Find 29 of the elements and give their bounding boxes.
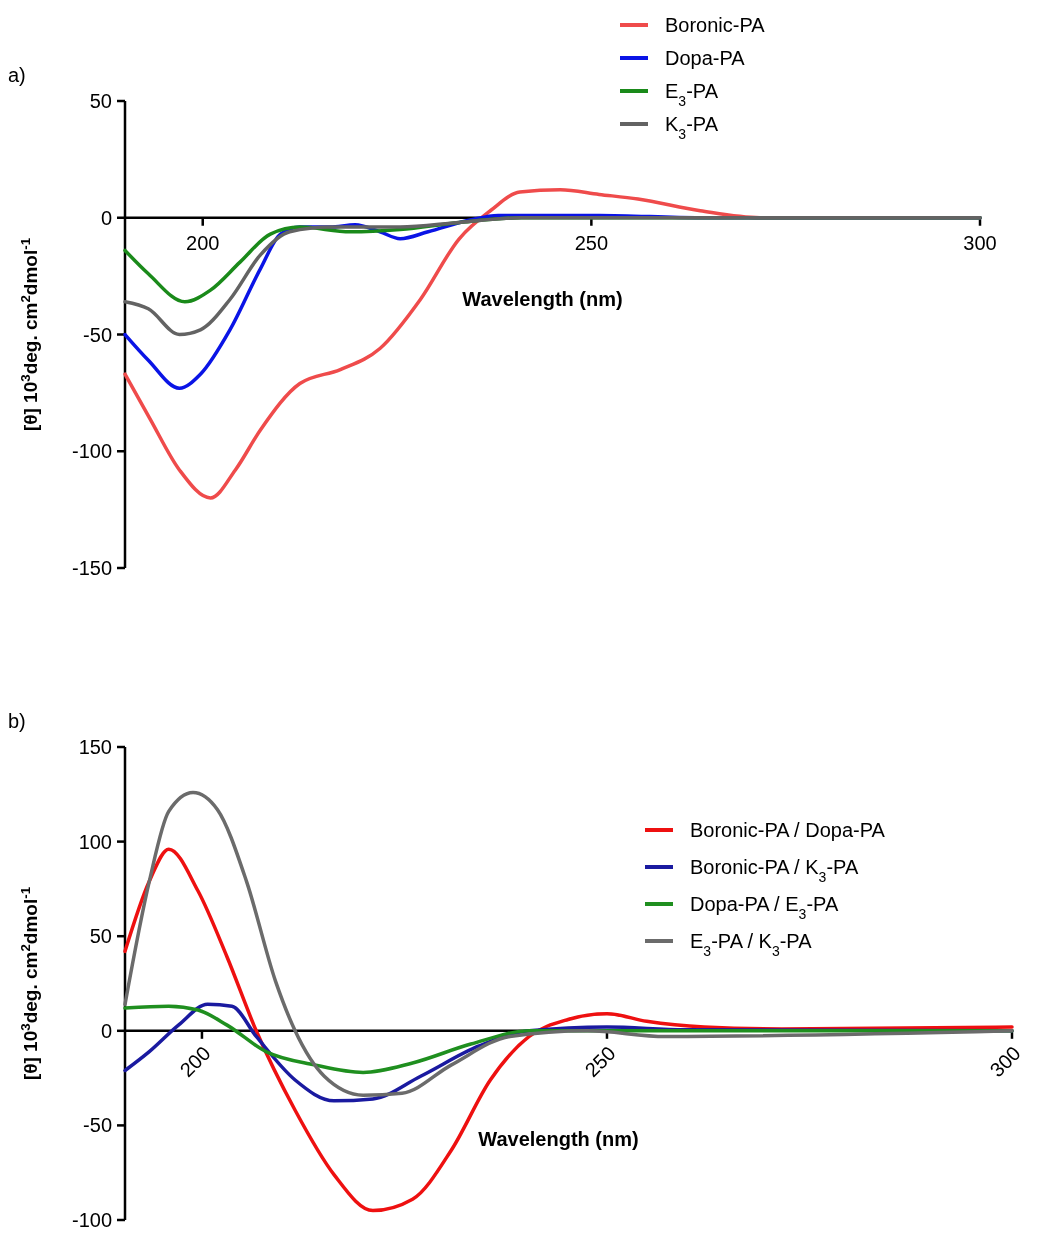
x-tick-label: 250	[574, 231, 609, 254]
legend-label: Boronic-PA	[665, 14, 766, 36]
legend-label: Boronic-PA / K$_{3}$-PA	[690, 856, 859, 885]
x-axis-title: Wavelength (nm)	[462, 287, 623, 310]
y-tick-label: -100	[71, 440, 112, 463]
y-tick-label: 0	[100, 206, 112, 229]
y-tick-label: -100	[71, 1209, 112, 1231]
legend-label: E$_{3}$-PA / K$_{3}$-PA	[690, 930, 813, 959]
chart-title: b)	[8, 710, 26, 732]
legend-label: E$_{3}$-PA	[665, 80, 719, 109]
legend-label: K$_{3}$-PA	[665, 113, 719, 142]
chart-title: a)	[8, 64, 26, 86]
y-tick-label: 50	[89, 90, 112, 112]
y-tick-label: 50	[89, 925, 112, 948]
y-tick-label: 100	[78, 830, 112, 853]
legend-label: Dopa-PA / E$_{3}$-PA	[690, 893, 839, 922]
x-tick-label: 250	[580, 1041, 620, 1082]
y-tick-label: -50	[83, 1114, 112, 1137]
x-axis-title: Wavelength (nm)	[478, 1127, 639, 1150]
x-tick-label: 300	[963, 231, 997, 254]
legend-label: Dopa-PA	[665, 47, 746, 69]
legend-label: Boronic-PA / Dopa-PA	[690, 819, 886, 841]
x-tick-label: 200	[175, 1041, 215, 1082]
y-tick-label: 150	[78, 736, 112, 758]
y-tick-label: -150	[71, 557, 112, 579]
y-tick-label: 0	[100, 1019, 112, 1042]
x-tick-label: 200	[186, 231, 220, 254]
y-tick-label: -50	[83, 323, 112, 346]
x-tick-label: 300	[985, 1041, 1025, 1082]
